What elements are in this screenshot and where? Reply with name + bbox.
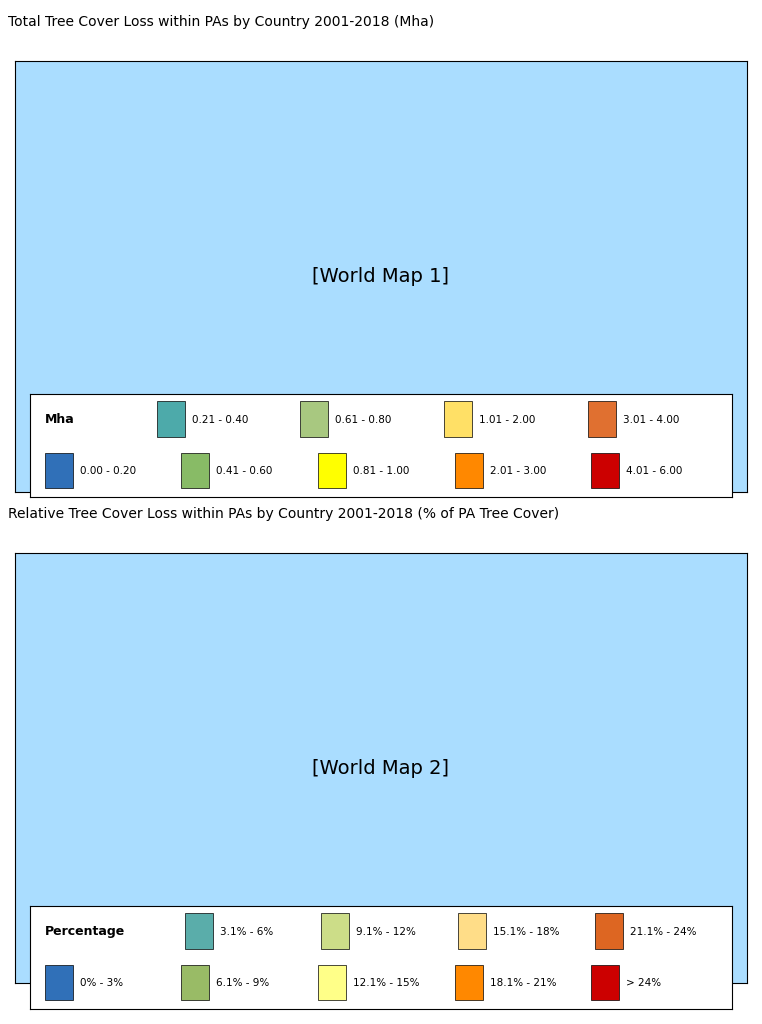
- Text: 3.01 - 4.00: 3.01 - 4.00: [623, 415, 679, 425]
- Text: 3.1% - 6%: 3.1% - 6%: [219, 927, 273, 937]
- Text: > 24%: > 24%: [626, 978, 661, 988]
- FancyBboxPatch shape: [455, 453, 482, 488]
- FancyBboxPatch shape: [322, 913, 350, 949]
- Text: Mha: Mha: [44, 414, 74, 426]
- Text: 15.1% - 18%: 15.1% - 18%: [493, 927, 559, 937]
- Text: 0.21 - 0.40: 0.21 - 0.40: [192, 415, 248, 425]
- FancyBboxPatch shape: [595, 913, 623, 949]
- FancyBboxPatch shape: [458, 913, 486, 949]
- FancyBboxPatch shape: [318, 965, 346, 1000]
- Text: 0.00 - 0.20: 0.00 - 0.20: [79, 466, 136, 476]
- Text: 0.61 - 0.80: 0.61 - 0.80: [335, 415, 392, 425]
- FancyBboxPatch shape: [455, 965, 482, 1000]
- FancyBboxPatch shape: [591, 453, 620, 488]
- Text: 9.1% - 12%: 9.1% - 12%: [357, 927, 416, 937]
- Text: 6.1% - 9%: 6.1% - 9%: [216, 978, 270, 988]
- Text: 0% - 3%: 0% - 3%: [79, 978, 123, 988]
- Text: 18.1% - 21%: 18.1% - 21%: [490, 978, 556, 988]
- Text: 0.41 - 0.60: 0.41 - 0.60: [216, 466, 273, 476]
- Text: Percentage: Percentage: [44, 926, 125, 938]
- FancyBboxPatch shape: [181, 965, 210, 1000]
- FancyBboxPatch shape: [300, 401, 328, 437]
- FancyBboxPatch shape: [318, 453, 346, 488]
- Text: 12.1% - 15%: 12.1% - 15%: [353, 978, 419, 988]
- Text: Relative Tree Cover Loss within PAs by Country 2001-2018 (% of PA Tree Cover): Relative Tree Cover Loss within PAs by C…: [8, 507, 559, 521]
- FancyBboxPatch shape: [181, 453, 210, 488]
- Text: [World Map 2]: [World Map 2]: [312, 759, 450, 777]
- Text: [World Map 1]: [World Map 1]: [312, 267, 450, 286]
- Text: 4.01 - 6.00: 4.01 - 6.00: [626, 466, 683, 476]
- Text: 21.1% - 24%: 21.1% - 24%: [630, 927, 696, 937]
- Text: 1.01 - 2.00: 1.01 - 2.00: [479, 415, 536, 425]
- FancyBboxPatch shape: [157, 401, 184, 437]
- FancyBboxPatch shape: [588, 401, 616, 437]
- FancyBboxPatch shape: [591, 965, 620, 1000]
- FancyBboxPatch shape: [44, 453, 72, 488]
- FancyBboxPatch shape: [444, 401, 472, 437]
- Text: Total Tree Cover Loss within PAs by Country 2001-2018 (Mha): Total Tree Cover Loss within PAs by Coun…: [8, 15, 434, 30]
- FancyBboxPatch shape: [184, 913, 213, 949]
- FancyBboxPatch shape: [44, 965, 72, 1000]
- Text: 2.01 - 3.00: 2.01 - 3.00: [490, 466, 546, 476]
- Text: 0.81 - 1.00: 0.81 - 1.00: [353, 466, 409, 476]
